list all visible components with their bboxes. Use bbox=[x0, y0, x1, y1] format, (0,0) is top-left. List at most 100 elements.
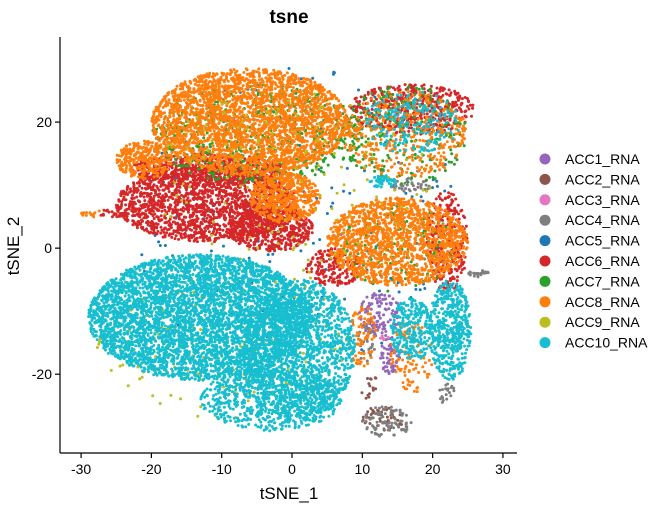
data-point bbox=[342, 156, 346, 160]
data-point bbox=[257, 229, 260, 232]
data-point bbox=[336, 283, 340, 287]
data-point bbox=[152, 231, 156, 235]
data-point bbox=[396, 418, 400, 422]
data-point bbox=[397, 186, 401, 190]
data-point bbox=[145, 214, 149, 218]
data-point bbox=[317, 250, 321, 254]
data-point bbox=[222, 207, 226, 211]
data-point bbox=[483, 270, 487, 274]
data-point bbox=[394, 408, 398, 412]
data-point bbox=[327, 279, 331, 283]
data-point bbox=[169, 226, 173, 230]
data-point bbox=[409, 421, 413, 425]
data-point bbox=[213, 240, 216, 244]
data-point bbox=[381, 420, 385, 424]
data-point bbox=[476, 275, 480, 279]
data-point bbox=[230, 197, 234, 201]
data-point bbox=[381, 336, 385, 340]
data-point bbox=[382, 346, 386, 350]
data-point bbox=[238, 217, 242, 221]
data-point bbox=[165, 221, 168, 225]
data-point bbox=[191, 220, 195, 224]
data-point bbox=[385, 408, 388, 412]
data-point bbox=[357, 88, 360, 92]
data-point bbox=[384, 330, 388, 333]
data-point bbox=[273, 249, 277, 253]
data-point bbox=[167, 207, 171, 211]
data-point bbox=[333, 280, 337, 284]
data-point bbox=[218, 181, 222, 185]
data-point bbox=[404, 413, 408, 417]
data-point bbox=[167, 190, 171, 194]
data-point bbox=[375, 97, 378, 101]
data-point bbox=[449, 394, 453, 398]
data-point bbox=[235, 193, 239, 197]
data-point bbox=[152, 194, 156, 198]
data-point bbox=[132, 221, 136, 224]
data-point bbox=[313, 173, 317, 177]
data-point bbox=[168, 217, 172, 221]
data-point bbox=[110, 210, 114, 214]
data-point bbox=[149, 180, 153, 184]
data-point bbox=[168, 195, 172, 199]
data-point bbox=[150, 227, 154, 230]
data-point bbox=[199, 227, 202, 231]
data-point bbox=[171, 197, 175, 201]
data-point bbox=[181, 222, 185, 226]
data-point bbox=[231, 215, 235, 218]
data-point bbox=[380, 331, 384, 335]
data-point bbox=[151, 214, 155, 218]
data-point bbox=[400, 412, 404, 416]
data-point bbox=[317, 272, 321, 276]
data-point bbox=[227, 182, 231, 186]
data-point bbox=[284, 242, 288, 246]
data-point bbox=[145, 221, 148, 225]
data-point bbox=[226, 185, 230, 189]
data-point bbox=[138, 172, 141, 176]
data-point bbox=[246, 194, 250, 198]
data-point bbox=[211, 202, 215, 206]
data-point bbox=[142, 181, 146, 185]
data-point bbox=[245, 238, 249, 242]
data-point bbox=[370, 107, 374, 111]
data-point bbox=[381, 415, 385, 419]
data-point bbox=[393, 417, 397, 421]
data-point bbox=[138, 215, 142, 219]
data-point bbox=[382, 321, 386, 325]
data-point bbox=[462, 260, 466, 264]
data-point bbox=[481, 269, 484, 273]
data-point bbox=[289, 242, 293, 245]
data-point bbox=[435, 91, 439, 95]
data-point bbox=[220, 194, 224, 198]
data-point bbox=[221, 190, 225, 194]
data-point bbox=[213, 223, 217, 227]
data-point bbox=[452, 209, 456, 213]
data-point bbox=[142, 216, 146, 220]
data-point bbox=[161, 194, 165, 198]
data-point bbox=[323, 279, 327, 283]
data-point bbox=[235, 235, 239, 239]
data-point bbox=[264, 219, 268, 223]
data-point bbox=[360, 348, 364, 352]
data-point bbox=[155, 215, 159, 219]
data-point bbox=[392, 426, 396, 430]
data-point bbox=[435, 86, 439, 90]
data-point bbox=[195, 240, 199, 244]
data-point bbox=[107, 210, 111, 214]
data-point bbox=[263, 232, 267, 236]
data-point bbox=[365, 359, 369, 363]
data-point bbox=[385, 361, 389, 365]
data-point bbox=[371, 330, 375, 334]
data-point bbox=[387, 425, 391, 429]
data-point bbox=[373, 431, 377, 435]
data-point bbox=[398, 410, 402, 414]
data-point bbox=[375, 412, 379, 415]
data-point bbox=[266, 239, 270, 243]
data-point bbox=[380, 334, 384, 338]
data-point bbox=[343, 281, 347, 285]
data-point bbox=[384, 334, 388, 337]
data-point bbox=[278, 238, 282, 242]
data-point bbox=[340, 280, 344, 284]
data-point bbox=[336, 279, 340, 283]
